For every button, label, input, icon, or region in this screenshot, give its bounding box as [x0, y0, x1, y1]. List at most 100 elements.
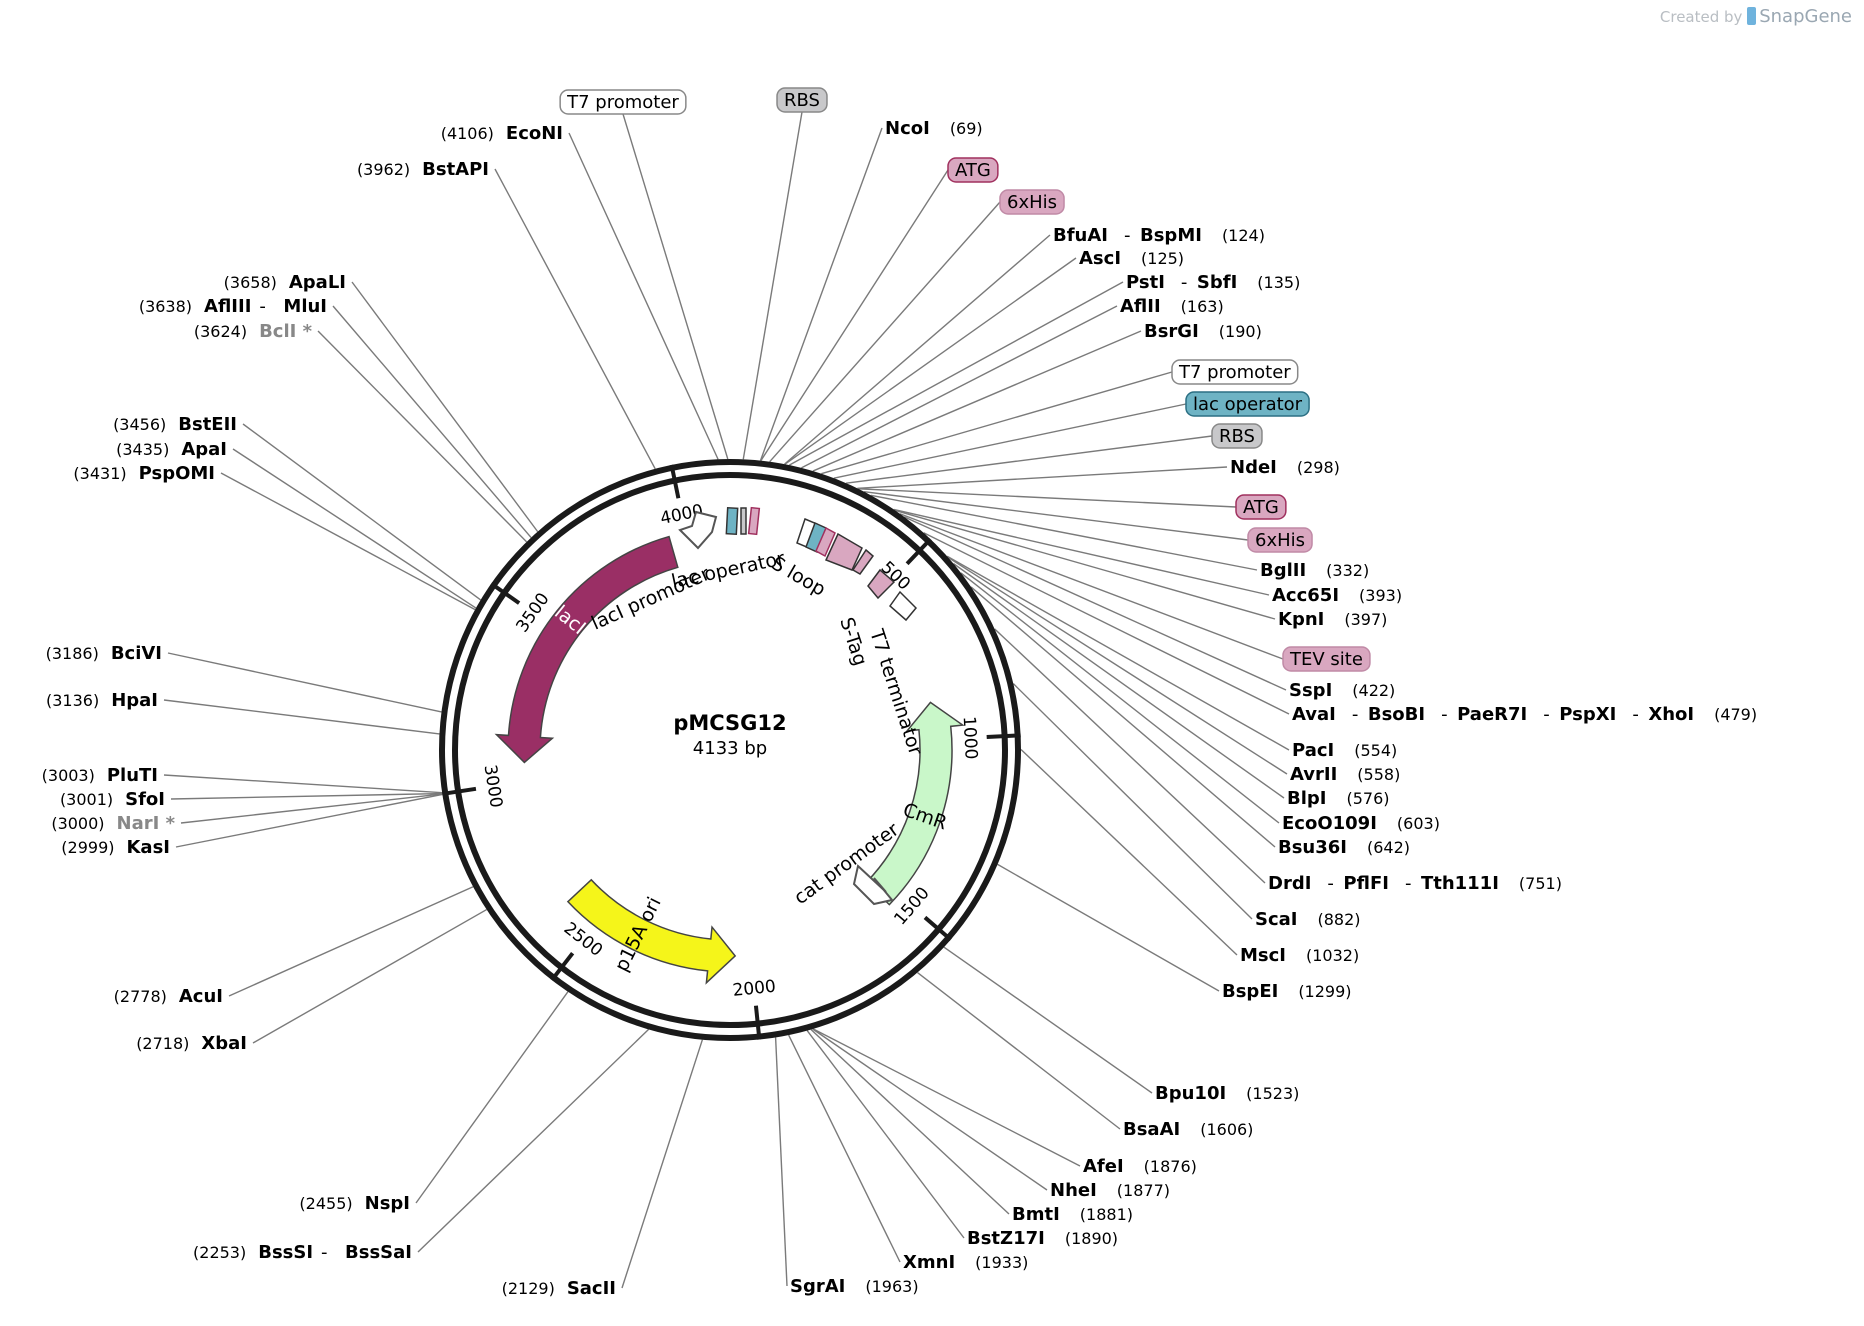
enzyme-position: (69) [950, 119, 983, 138]
enzyme-position: (298) [1297, 458, 1340, 477]
leader-line [1020, 748, 1238, 956]
label-s-tag: S-Tag [835, 615, 871, 669]
leader-line [994, 628, 1266, 884]
feature-box-label: lac operator [1193, 394, 1303, 415]
enzyme-position: (1877) [1117, 1181, 1170, 1200]
leader-line [857, 466, 1228, 490]
enzyme-name: NarI * [117, 813, 176, 834]
tev-small [851, 548, 875, 575]
leader-line [784, 234, 1051, 465]
enzyme-name: Tth111I [1421, 873, 1499, 894]
enzyme-name: ScaI [1255, 909, 1297, 930]
enzyme-name: NspI [365, 1193, 410, 1214]
leader-line [232, 448, 477, 609]
enzyme-position: (576) [1346, 789, 1389, 808]
leader-line [742, 111, 803, 460]
credit-brand: SnapGene [1759, 6, 1852, 27]
leader-line [351, 281, 539, 533]
enzyme-separator: - [321, 1242, 328, 1263]
plasmid-backbone [439, 459, 1021, 1041]
leader-line [833, 403, 1187, 479]
enzyme-name: NdeI [1230, 457, 1277, 478]
leader-line [870, 494, 1258, 571]
feature-box-label: 6xHis [1255, 530, 1305, 551]
enzyme-position: (3658) [224, 273, 277, 292]
leader-line [846, 435, 1213, 484]
enzyme-name: SacII [567, 1278, 616, 1299]
feature-box-label: T7 promoter [1178, 362, 1291, 383]
enzyme-name: PspOMI [139, 463, 215, 484]
enzyme-name: AscI [1079, 248, 1121, 269]
leader-line [946, 555, 1290, 751]
leader-line [917, 972, 1121, 1130]
enzyme-name: PstI [1126, 272, 1165, 293]
enzyme-position: (397) [1344, 610, 1387, 629]
enzyme-name: DrdI [1268, 873, 1311, 894]
leader-line [1012, 683, 1253, 920]
enzyme-position: (2253) [193, 1243, 246, 1262]
enzyme-name: BspMI [1140, 225, 1202, 246]
leader-line [784, 257, 1077, 465]
enzyme-name: Bsu36I [1278, 837, 1347, 858]
enzyme-position: (2129) [502, 1279, 555, 1298]
leader-line [167, 652, 442, 713]
inner-small-features [678, 506, 918, 906]
leader-line [332, 305, 532, 539]
leader-line [180, 793, 443, 824]
tick-mark-3500 [490, 582, 521, 605]
enzyme-position: (2999) [61, 838, 114, 857]
enzyme-name: XhoI [1648, 704, 1694, 725]
small-box-b [747, 506, 761, 536]
enzyme-name: BfuAI [1053, 225, 1108, 246]
enzyme-name: AflII [1120, 296, 1161, 317]
enzyme-name: BmtI [1012, 1204, 1060, 1225]
leader-line [175, 793, 443, 848]
enzyme-separator: - [1352, 704, 1359, 725]
feature-box-label: ATG [1243, 497, 1279, 518]
enzyme-position: (3136) [46, 691, 99, 710]
enzyme-position: (1963) [865, 1277, 918, 1296]
enzyme-position: (3000) [51, 814, 104, 833]
enzyme-name: AcuI [179, 986, 223, 1007]
s-tag-small [867, 568, 896, 600]
enzyme-name: BsaAI [1123, 1119, 1180, 1140]
leader-line [858, 488, 1237, 508]
t7-terminator-small [888, 590, 918, 622]
leader-line [953, 563, 1285, 799]
enzyme-name: AvrII [1290, 764, 1337, 785]
feature-arrow-p15a-ori [566, 878, 737, 985]
leader-line [170, 792, 443, 800]
enzyme-position: (2455) [299, 1194, 352, 1213]
leader-line [252, 908, 487, 1044]
enzyme-name: BsoBI [1368, 704, 1425, 725]
enzyme-position: (4106) [441, 124, 494, 143]
tick-mark-2000 [753, 1005, 762, 1040]
feature-box [1282, 646, 1371, 672]
leader-line [769, 201, 1001, 463]
enzyme-name: KasI [126, 837, 170, 858]
enzyme-position: (3186) [46, 644, 99, 663]
enzyme-position: (3456) [113, 415, 166, 434]
feature-box-label: 6xHis [1007, 192, 1057, 213]
enzyme-position: (1299) [1298, 982, 1351, 1001]
leader-line [415, 991, 569, 1204]
enzyme-name: NheI [1050, 1180, 1097, 1201]
enzyme-position: (1876) [1144, 1157, 1197, 1176]
enzyme-separator: - [1441, 704, 1448, 725]
leader-line [228, 886, 474, 997]
enzyme-position: (479) [1714, 705, 1757, 724]
enzyme-position: (603) [1397, 814, 1440, 833]
small-box-a [740, 507, 747, 535]
enzyme-position: (1032) [1306, 946, 1359, 965]
enzyme-position: (393) [1359, 586, 1402, 605]
leader-line [774, 1037, 788, 1287]
tick-label-1000: 1000 [959, 716, 981, 760]
enzyme-position: (751) [1519, 874, 1562, 893]
feature-box-label: RBS [784, 90, 820, 111]
enzyme-position: (3003) [42, 766, 95, 785]
leader-line [417, 1028, 650, 1253]
feature-box-label: T7 promoter [566, 92, 679, 113]
enzyme-name: ApaLI [289, 272, 346, 293]
tick-mark-1500 [923, 915, 953, 942]
